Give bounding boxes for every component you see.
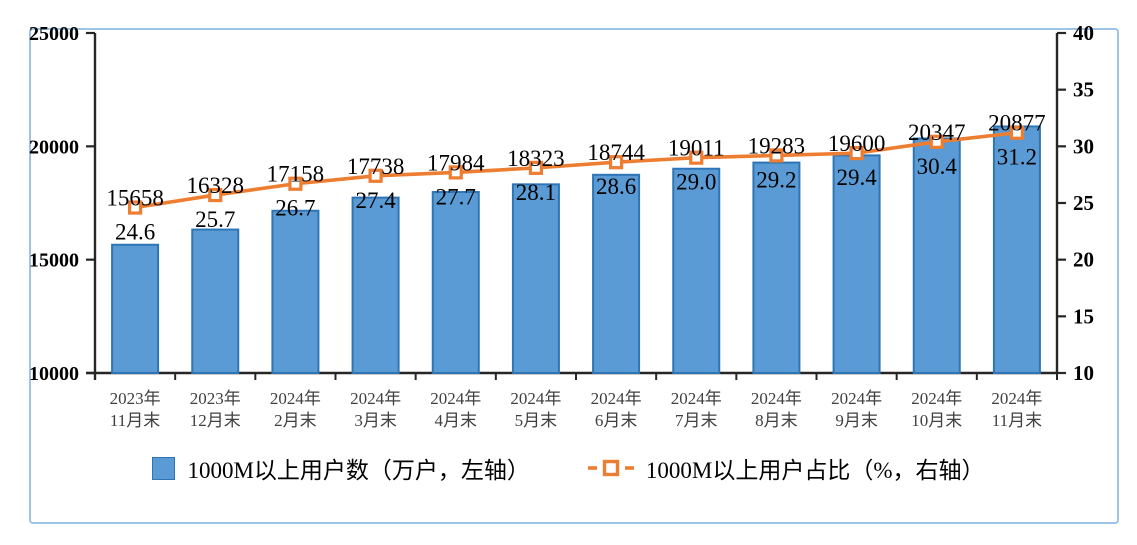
bar [191,228,240,374]
bar [592,173,641,374]
x-axis-label: 2024年 2月末 [270,389,321,430]
bar-value-label: 16328 [187,173,245,198]
x-axis-label: 2024年 8月末 [751,389,802,430]
x-axis-label: 2024年 5月末 [510,389,561,430]
line-value-label: 27.4 [355,188,396,213]
left-axis-tick-label: 25000 [29,23,79,45]
bar [832,154,881,374]
bar-series-swatch-icon [152,456,176,480]
legend-item-bars: 1000M以上用户数（万户，左轴） [152,451,530,485]
bar [672,167,721,374]
bar [111,243,160,374]
line-value-label: 30.4 [917,154,958,179]
x-axis-label: 2023年 12月末 [190,389,241,430]
line-value-label: 25.7 [195,207,235,232]
bar [431,191,480,374]
right-axis-tick-label: 25 [1073,191,1094,215]
bar [992,125,1041,374]
bar-value-label: 15658 [106,186,164,211]
bar [351,196,400,374]
right-axis-tick-label: 35 [1073,78,1094,102]
x-axis-label: 2024年 4月末 [430,389,481,430]
x-axis-label: 2024年 11月末 [991,389,1042,430]
right-axis-tick-label: 30 [1073,134,1094,158]
axes: 10000 15000 20000 25000 10 15 20 25 30 35 40 [29,21,1094,385]
line-marker [608,155,624,170]
x-axis-label: 2024年 9月末 [831,389,882,430]
legend-line-label: 1000M以上用户占比（%，右轴） [645,458,985,483]
bar [912,137,961,374]
x-axis-label: 2024年 3月末 [350,389,401,430]
bar-series [111,125,1041,374]
bar-value-label: 20347 [908,120,966,145]
legend-line-marker [602,459,620,477]
right-axis-tick-label: 20 [1073,248,1094,272]
line-marker [1009,125,1025,140]
bar-value-label: 18744 [587,140,645,165]
line-marker [208,187,223,203]
line-value-label: 29.0 [676,170,716,195]
line-value-label: 24.6 [115,220,155,245]
line-marker [368,168,383,183]
x-axis-label: 2024年 7月末 [671,389,722,430]
bar [511,183,560,374]
line-path [134,130,1018,210]
line-value-label: 29.2 [756,167,796,192]
left-axis-tick-label: 15000 [29,250,79,272]
line-marker [288,176,303,191]
bar-value-label: 17984 [427,150,485,175]
bar-value-label: 18323 [507,146,565,171]
line-value-label: 31.2 [997,145,1037,170]
right-axis-tick-label: 15 [1073,304,1094,328]
line-value-label: 29.4 [836,165,877,190]
bar-value-label: 17738 [347,154,405,179]
bar-value-label: 19600 [828,131,886,156]
line-marker [929,134,944,149]
line-value-label: 27.7 [436,184,476,209]
line-marker [127,200,143,215]
bar-value-label: 19283 [748,133,806,158]
bar [271,209,320,374]
bar [752,161,801,374]
line-marker [769,148,784,163]
legend: 1000M以上用户数（万户，左轴） 1000M以上用户占比（%，右轴） [40,451,1097,485]
line-marker [849,146,864,161]
line-value-label: 26.7 [275,196,315,221]
bar-value-label: 20877 [988,111,1046,136]
bar-value-label: 19011 [668,136,725,161]
line-marker [448,165,463,180]
right-axis-tick-label: 40 [1073,21,1094,45]
x-axis-label: 2024年 6月末 [591,389,642,430]
line-value-label: 28.1 [516,180,556,205]
x-axis-labels: 2023年 11月末 2023年 12月末 2024年 2月末 2024年 3月末 2024年 4… [110,389,1043,430]
right-axis-tick-label: 10 [1073,361,1094,385]
legend-item-line: 1000M以上用户占比（%，右轴） [587,451,985,485]
x-axis-label: 2023年 11月末 [110,389,161,430]
line-marker [689,150,704,165]
line-series [127,125,1025,215]
line-marker [528,160,544,175]
line-series-swatch-icon [587,459,634,477]
left-axis-tick-label: 20000 [29,136,79,158]
data-labels: 15658 24.6 16328 25.7 17158 26.7 17738 27.4 1798… [106,111,1045,245]
line-value-label: 28.6 [596,174,636,199]
legend-bar-label: 1000M以上用户数（万户，左轴） [187,458,530,483]
x-axis-label: 2024年 10月末 [911,389,962,430]
left-axis-tick-label: 10000 [29,363,79,385]
bar-value-label: 17158 [267,162,325,187]
